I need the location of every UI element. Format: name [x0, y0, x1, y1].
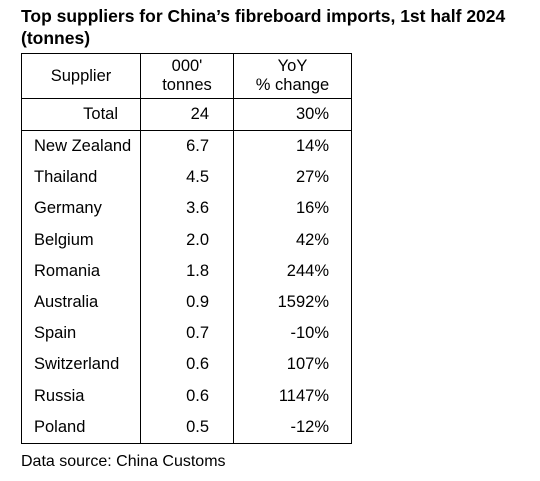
header-row: Supplier 000' tonnes YoY % change: [21, 53, 352, 99]
table-row: Thailand 4.5 27%: [21, 162, 352, 194]
supplier-change: 107%: [233, 349, 352, 381]
table-row: New Zealand 6.7 14%: [21, 130, 352, 163]
supplier-name: Romania: [21, 255, 141, 287]
supplier-name: Thailand: [21, 162, 141, 194]
supplier-volume: 3.6: [140, 193, 234, 225]
table-row: Romania 1.8 244%: [21, 255, 352, 287]
total-row: Total 24 30%: [21, 98, 352, 131]
supplier-volume: 0.5: [140, 411, 234, 444]
supplier-volume: 2.0: [140, 224, 234, 256]
supplier-change: 27%: [233, 162, 352, 194]
table-row: Australia 0.9 1592%: [21, 286, 352, 319]
supplier-name: Russia: [21, 380, 141, 412]
total-volume: 24: [140, 98, 234, 131]
supplier-volume: 0.9: [140, 286, 234, 319]
table-row: Germany 3.6 16%: [21, 193, 352, 225]
supplier-volume: 1.8: [140, 255, 234, 287]
supplier-name: New Zealand: [21, 130, 141, 163]
change-header-line2: % change: [255, 76, 330, 94]
supplier-name: Spain: [21, 318, 141, 350]
supplier-change: -12%: [233, 411, 352, 444]
supplier-name: Germany: [21, 193, 141, 225]
supplier-volume: 0.6: [140, 349, 234, 381]
suppliers-table: Supplier 000' tonnes YoY % change Total …: [21, 53, 352, 444]
supplier-header-label: Supplier: [50, 66, 112, 85]
supplier-change: 16%: [233, 193, 352, 225]
supplier-change: 42%: [233, 224, 352, 256]
table-row: Poland 0.5 -12%: [21, 411, 352, 444]
supplier-name: Belgium: [21, 224, 141, 256]
total-label: Total: [21, 98, 141, 131]
volume-header: 000' tonnes: [140, 53, 234, 99]
supplier-volume: 6.7: [140, 130, 234, 163]
supplier-volume: 4.5: [140, 162, 234, 194]
volume-header-line1: 000': [171, 57, 203, 75]
supplier-change: 1147%: [233, 380, 352, 412]
supplier-change: 14%: [233, 130, 352, 163]
change-header-line1: YoY: [277, 57, 308, 75]
table-title: Top suppliers for China’s fibreboard imp…: [21, 6, 506, 48]
volume-header-line2: tonnes: [162, 76, 212, 94]
data-source-note: Data source: China Customs: [21, 453, 226, 470]
supplier-change: 1592%: [233, 286, 352, 319]
change-header: YoY % change: [233, 53, 352, 99]
supplier-volume: 0.6: [140, 380, 234, 412]
total-change: 30%: [233, 98, 352, 131]
table-row: Belgium 2.0 42%: [21, 224, 352, 256]
supplier-header: Supplier: [21, 53, 141, 99]
supplier-volume: 0.7: [140, 318, 234, 350]
table-row: Russia 0.6 1147%: [21, 380, 352, 412]
supplier-name: Australia: [21, 286, 141, 319]
table-row: Switzerland 0.6 107%: [21, 349, 352, 381]
supplier-name: Switzerland: [21, 349, 141, 381]
supplier-name: Poland: [21, 411, 141, 444]
supplier-change: 244%: [233, 255, 352, 287]
table-row: Spain 0.7 -10%: [21, 318, 352, 350]
supplier-change: -10%: [233, 318, 352, 350]
supplier-rows: New Zealand 6.7 14% Thailand 4.5 27% Ger…: [21, 130, 352, 444]
